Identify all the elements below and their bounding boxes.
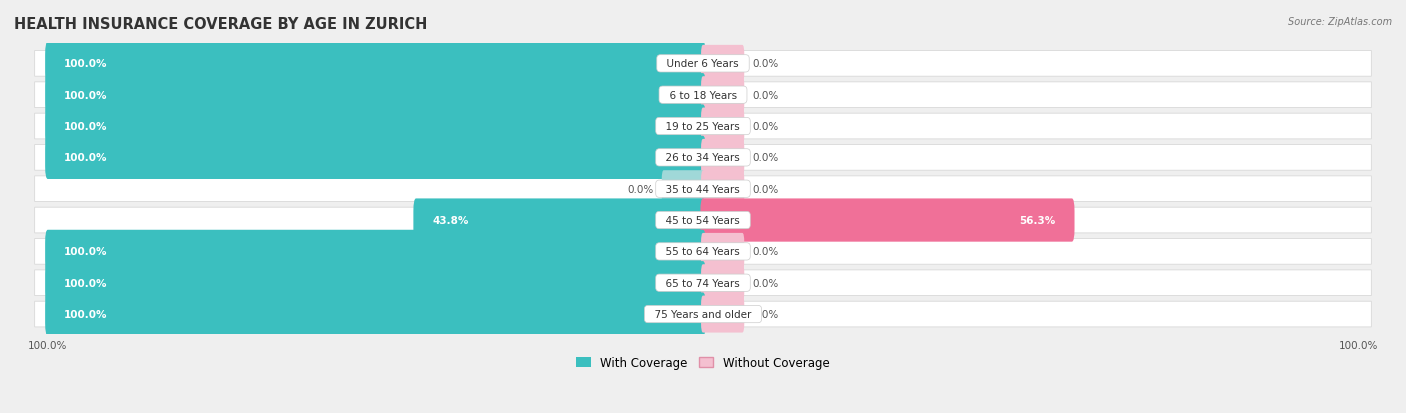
FancyBboxPatch shape (413, 199, 706, 242)
Text: 100.0%: 100.0% (65, 278, 108, 288)
Text: 0.0%: 0.0% (627, 184, 654, 194)
Text: 55 to 64 Years: 55 to 64 Years (659, 247, 747, 257)
Text: 0.0%: 0.0% (752, 184, 779, 194)
FancyBboxPatch shape (45, 293, 706, 336)
FancyBboxPatch shape (700, 199, 1074, 242)
FancyBboxPatch shape (702, 296, 744, 333)
FancyBboxPatch shape (35, 51, 1371, 77)
Text: 0.0%: 0.0% (752, 247, 779, 257)
Text: 0.0%: 0.0% (752, 90, 779, 100)
Text: 45 to 54 Years: 45 to 54 Years (659, 216, 747, 225)
FancyBboxPatch shape (702, 46, 744, 83)
FancyBboxPatch shape (35, 176, 1371, 202)
Text: 43.8%: 43.8% (433, 216, 468, 225)
Text: HEALTH INSURANCE COVERAGE BY AGE IN ZURICH: HEALTH INSURANCE COVERAGE BY AGE IN ZURI… (14, 17, 427, 31)
Text: 0.0%: 0.0% (752, 122, 779, 132)
FancyBboxPatch shape (45, 136, 706, 180)
Text: 35 to 44 Years: 35 to 44 Years (659, 184, 747, 194)
Text: Under 6 Years: Under 6 Years (661, 59, 745, 69)
Text: 6 to 18 Years: 6 to 18 Years (662, 90, 744, 100)
FancyBboxPatch shape (35, 208, 1371, 233)
FancyBboxPatch shape (45, 43, 706, 86)
Text: Source: ZipAtlas.com: Source: ZipAtlas.com (1288, 17, 1392, 26)
Text: 0.0%: 0.0% (752, 278, 779, 288)
FancyBboxPatch shape (35, 114, 1371, 140)
FancyBboxPatch shape (35, 301, 1371, 327)
FancyBboxPatch shape (702, 171, 744, 208)
Text: 56.3%: 56.3% (1019, 216, 1056, 225)
Text: 100.0%: 100.0% (65, 122, 108, 132)
Text: 100.0%: 100.0% (65, 247, 108, 257)
FancyBboxPatch shape (35, 145, 1371, 171)
Text: 65 to 74 Years: 65 to 74 Years (659, 278, 747, 288)
FancyBboxPatch shape (35, 270, 1371, 296)
Text: 75 Years and older: 75 Years and older (648, 309, 758, 319)
FancyBboxPatch shape (45, 74, 706, 117)
FancyBboxPatch shape (702, 233, 744, 270)
Legend: With Coverage, Without Coverage: With Coverage, Without Coverage (576, 356, 830, 370)
FancyBboxPatch shape (702, 77, 744, 114)
FancyBboxPatch shape (702, 265, 744, 301)
FancyBboxPatch shape (35, 239, 1371, 265)
Text: 26 to 34 Years: 26 to 34 Years (659, 153, 747, 163)
Text: 100.0%: 100.0% (65, 59, 108, 69)
FancyBboxPatch shape (702, 140, 744, 176)
FancyBboxPatch shape (45, 105, 706, 148)
Text: 19 to 25 Years: 19 to 25 Years (659, 122, 747, 132)
Text: 0.0%: 0.0% (752, 153, 779, 163)
FancyBboxPatch shape (702, 108, 744, 145)
Text: 0.0%: 0.0% (752, 309, 779, 319)
FancyBboxPatch shape (662, 171, 704, 208)
FancyBboxPatch shape (45, 261, 706, 305)
Text: 0.0%: 0.0% (752, 59, 779, 69)
FancyBboxPatch shape (45, 230, 706, 273)
Text: 100.0%: 100.0% (65, 309, 108, 319)
Text: 100.0%: 100.0% (65, 90, 108, 100)
Text: 100.0%: 100.0% (65, 153, 108, 163)
FancyBboxPatch shape (35, 83, 1371, 108)
